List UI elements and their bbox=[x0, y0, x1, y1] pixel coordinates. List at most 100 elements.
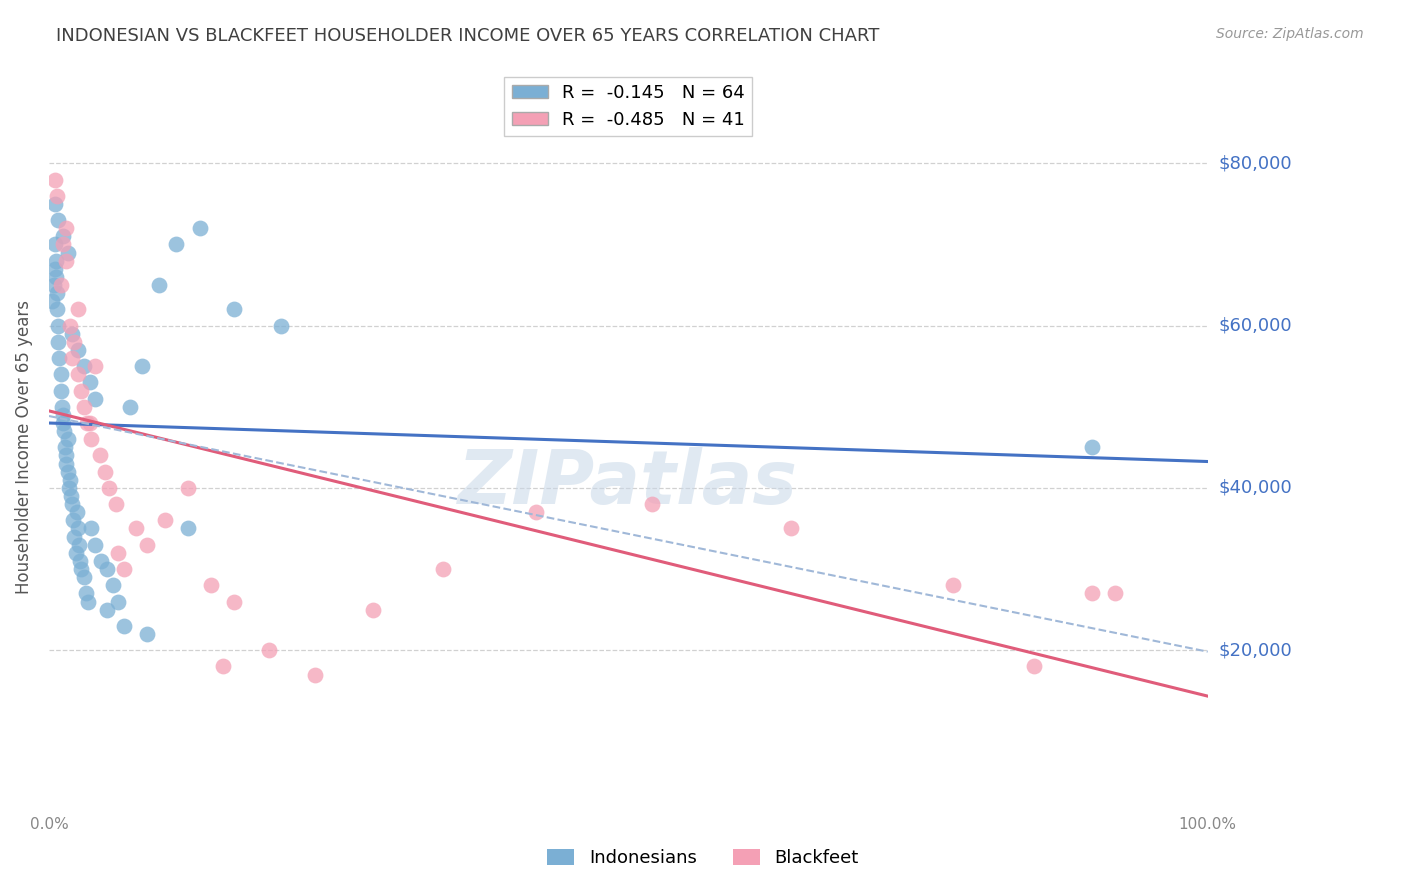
Point bbox=[125, 521, 148, 535]
Point bbox=[66, 521, 89, 535]
Point bbox=[63, 530, 86, 544]
Point bbox=[432, 562, 454, 576]
Point bbox=[79, 416, 101, 430]
Point bbox=[131, 359, 153, 374]
Point bbox=[153, 513, 176, 527]
Point bbox=[60, 351, 83, 365]
Point bbox=[107, 546, 129, 560]
Legend: R =  -0.145   N = 64, R =  -0.485   N = 41: R = -0.145 N = 64, R = -0.485 N = 41 bbox=[505, 77, 752, 136]
Point bbox=[93, 465, 115, 479]
Point bbox=[44, 197, 66, 211]
Point bbox=[148, 278, 170, 293]
Point bbox=[270, 318, 292, 333]
Point bbox=[73, 400, 96, 414]
Point bbox=[200, 578, 222, 592]
Point bbox=[42, 278, 65, 293]
Point bbox=[56, 465, 79, 479]
Text: $80,000: $80,000 bbox=[1219, 154, 1292, 172]
Text: $40,000: $40,000 bbox=[1219, 479, 1292, 497]
Text: INDONESIAN VS BLACKFEET HOUSEHOLDER INCOME OVER 65 YEARS CORRELATION CHART: INDONESIAN VS BLACKFEET HOUSEHOLDER INCO… bbox=[56, 27, 880, 45]
Point bbox=[779, 521, 801, 535]
Point bbox=[49, 278, 72, 293]
Point bbox=[120, 400, 142, 414]
Point bbox=[44, 172, 66, 186]
Point bbox=[73, 570, 96, 584]
Point bbox=[51, 400, 73, 414]
Point bbox=[84, 392, 107, 406]
Point bbox=[84, 538, 107, 552]
Text: $60,000: $60,000 bbox=[1219, 317, 1292, 334]
Point bbox=[60, 326, 83, 341]
Point bbox=[73, 359, 96, 374]
Point bbox=[211, 659, 233, 673]
Point bbox=[44, 237, 66, 252]
Point bbox=[63, 334, 86, 349]
Text: $20,000: $20,000 bbox=[1219, 641, 1292, 659]
Point bbox=[49, 384, 72, 398]
Point bbox=[77, 594, 100, 608]
Point bbox=[70, 384, 93, 398]
Point bbox=[105, 497, 128, 511]
Point bbox=[188, 221, 211, 235]
Point bbox=[75, 586, 97, 600]
Point bbox=[90, 554, 112, 568]
Point bbox=[96, 562, 118, 576]
Point bbox=[45, 269, 67, 284]
Point bbox=[53, 424, 76, 438]
Point bbox=[46, 334, 69, 349]
Point bbox=[52, 408, 75, 422]
Point bbox=[112, 562, 135, 576]
Point bbox=[45, 253, 67, 268]
Point bbox=[1104, 586, 1126, 600]
Point bbox=[524, 505, 547, 519]
Point bbox=[136, 538, 159, 552]
Point bbox=[53, 441, 76, 455]
Point bbox=[107, 594, 129, 608]
Point bbox=[67, 538, 90, 552]
Point bbox=[165, 237, 187, 252]
Point bbox=[89, 449, 111, 463]
Point bbox=[56, 245, 79, 260]
Point bbox=[1022, 659, 1045, 673]
Point bbox=[52, 237, 75, 252]
Point bbox=[69, 554, 91, 568]
Point bbox=[62, 513, 84, 527]
Point bbox=[55, 221, 77, 235]
Point bbox=[177, 481, 200, 495]
Point bbox=[257, 643, 280, 657]
Point bbox=[1081, 586, 1104, 600]
Point bbox=[66, 343, 89, 357]
Text: ZIPatlas: ZIPatlas bbox=[458, 448, 799, 520]
Point bbox=[59, 489, 82, 503]
Point bbox=[46, 318, 69, 333]
Point bbox=[136, 627, 159, 641]
Point bbox=[177, 521, 200, 535]
Point bbox=[55, 449, 77, 463]
Text: Source: ZipAtlas.com: Source: ZipAtlas.com bbox=[1216, 27, 1364, 41]
Point bbox=[55, 253, 77, 268]
Point bbox=[65, 546, 87, 560]
Y-axis label: Householder Income Over 65 years: Householder Income Over 65 years bbox=[15, 301, 32, 594]
Point bbox=[101, 578, 124, 592]
Point bbox=[60, 497, 83, 511]
Point bbox=[52, 416, 75, 430]
Point bbox=[1081, 441, 1104, 455]
Legend: Indonesians, Blackfeet: Indonesians, Blackfeet bbox=[540, 841, 866, 874]
Point bbox=[98, 481, 121, 495]
Point bbox=[46, 213, 69, 227]
Point bbox=[304, 667, 326, 681]
Point bbox=[66, 302, 89, 317]
Point bbox=[363, 602, 385, 616]
Point bbox=[52, 229, 75, 244]
Point bbox=[46, 302, 69, 317]
Point bbox=[59, 473, 82, 487]
Point bbox=[80, 521, 103, 535]
Point bbox=[58, 481, 80, 495]
Point bbox=[84, 359, 107, 374]
Point bbox=[80, 432, 103, 446]
Point bbox=[76, 416, 98, 430]
Point bbox=[224, 302, 246, 317]
Point bbox=[70, 562, 93, 576]
Point bbox=[66, 505, 89, 519]
Point bbox=[44, 261, 66, 276]
